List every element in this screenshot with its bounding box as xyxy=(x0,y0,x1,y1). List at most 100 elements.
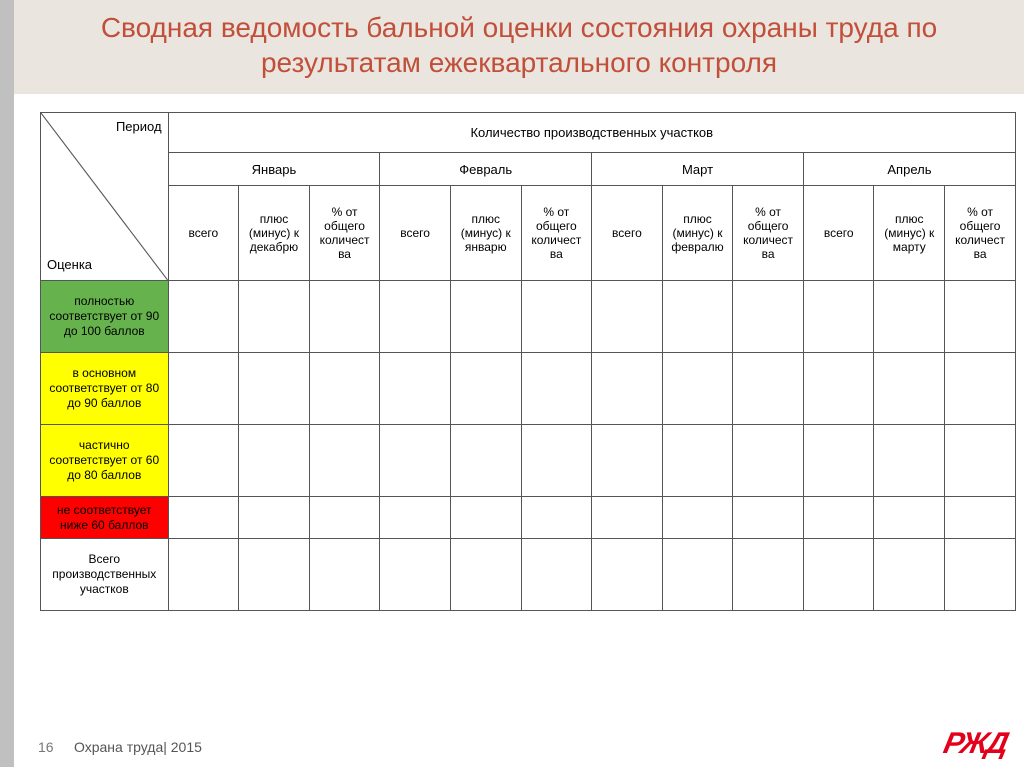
cell-partial-8 xyxy=(733,425,804,497)
cell-full-10 xyxy=(874,281,945,353)
subcol-pct-2: % от общего количест ва xyxy=(733,186,804,281)
row-label-total: Всего производственных участков xyxy=(41,539,169,611)
cell-total-9 xyxy=(803,539,874,611)
cell-total-2 xyxy=(309,539,380,611)
footer: 16 Охрана труда| 2015 РЖД xyxy=(14,727,1024,767)
subcol-total-0: всего xyxy=(168,186,239,281)
cell-mostly-7 xyxy=(662,353,733,425)
super-header: Количество производственных участков xyxy=(168,113,1015,153)
cell-partial-5 xyxy=(521,425,592,497)
cell-total-6 xyxy=(592,539,663,611)
cell-full-2 xyxy=(309,281,380,353)
subcol-pct-3: % от общего количест ва xyxy=(945,186,1016,281)
cell-mostly-0 xyxy=(168,353,239,425)
table-row-full: полностью соответствует от 90 до 100 бал… xyxy=(41,281,1016,353)
cell-partial-9 xyxy=(803,425,874,497)
footer-text: Охрана труда| 2015 xyxy=(74,739,202,755)
cell-mostly-10 xyxy=(874,353,945,425)
cell-mostly-4 xyxy=(450,353,521,425)
cell-noncomp-11 xyxy=(945,497,1016,539)
cell-mostly-1 xyxy=(239,353,310,425)
month-header-1: Февраль xyxy=(380,153,592,186)
cell-partial-6 xyxy=(592,425,663,497)
subcol-total-2: всего xyxy=(592,186,663,281)
table-row-mostly: в основном соответствует от 80 до 90 бал… xyxy=(41,353,1016,425)
subcol-delta-2: плюс (минус) к февралю xyxy=(662,186,733,281)
diag-bottom-label: Оценка xyxy=(47,257,168,272)
cell-noncomp-4 xyxy=(450,497,521,539)
cell-noncomp-1 xyxy=(239,497,310,539)
cell-partial-11 xyxy=(945,425,1016,497)
subcol-pct-0: % от общего количест ва xyxy=(309,186,380,281)
cell-full-4 xyxy=(450,281,521,353)
side-stripe xyxy=(0,0,14,767)
row-label-mostly: в основном соответствует от 80 до 90 бал… xyxy=(41,353,169,425)
cell-partial-0 xyxy=(168,425,239,497)
table-row-partial: частично соответствует от 60 до 80 балло… xyxy=(41,425,1016,497)
cell-full-0 xyxy=(168,281,239,353)
subcol-delta-3: плюс (минус) к марту xyxy=(874,186,945,281)
cell-total-7 xyxy=(662,539,733,611)
row-label-full: полностью соответствует от 90 до 100 бал… xyxy=(41,281,169,353)
cell-noncomp-6 xyxy=(592,497,663,539)
cell-total-11 xyxy=(945,539,1016,611)
cell-total-5 xyxy=(521,539,592,611)
page-title: Сводная ведомость бальной оценки состоян… xyxy=(34,10,1004,80)
summary-table: Период Оценка Количество производственны… xyxy=(40,112,1016,611)
cell-full-7 xyxy=(662,281,733,353)
cell-total-4 xyxy=(450,539,521,611)
cell-full-1 xyxy=(239,281,310,353)
cell-full-3 xyxy=(380,281,451,353)
cell-total-8 xyxy=(733,539,804,611)
table-wrap: Период Оценка Количество производственны… xyxy=(14,94,1024,611)
cell-partial-2 xyxy=(309,425,380,497)
subcol-delta-1: плюс (минус) к январю xyxy=(450,186,521,281)
row-label-noncomp: не соответствует ниже 60 баллов xyxy=(41,497,169,539)
diag-header: Период Оценка xyxy=(41,113,169,281)
cell-total-3 xyxy=(380,539,451,611)
logo-rzd: РЖД xyxy=(940,727,1010,761)
subcol-total-3: всего xyxy=(803,186,874,281)
cell-noncomp-10 xyxy=(874,497,945,539)
cell-total-0 xyxy=(168,539,239,611)
cell-partial-3 xyxy=(380,425,451,497)
cell-noncomp-2 xyxy=(309,497,380,539)
cell-mostly-9 xyxy=(803,353,874,425)
cell-noncomp-5 xyxy=(521,497,592,539)
cell-total-10 xyxy=(874,539,945,611)
cell-mostly-2 xyxy=(309,353,380,425)
subcol-delta-0: плюс (минус) к декабрю xyxy=(239,186,310,281)
cell-noncomp-7 xyxy=(662,497,733,539)
cell-noncomp-8 xyxy=(733,497,804,539)
month-header-3: Апрель xyxy=(803,153,1015,186)
cell-full-8 xyxy=(733,281,804,353)
table-row-total: Всего производственных участков xyxy=(41,539,1016,611)
cell-full-5 xyxy=(521,281,592,353)
diag-top-label: Период xyxy=(41,119,162,134)
subcol-pct-1: % от общего количест ва xyxy=(521,186,592,281)
cell-mostly-8 xyxy=(733,353,804,425)
cell-noncomp-9 xyxy=(803,497,874,539)
cell-full-11 xyxy=(945,281,1016,353)
cell-noncomp-3 xyxy=(380,497,451,539)
cell-noncomp-0 xyxy=(168,497,239,539)
subcol-total-1: всего xyxy=(380,186,451,281)
cell-partial-4 xyxy=(450,425,521,497)
cell-partial-7 xyxy=(662,425,733,497)
row-label-partial: частично соответствует от 60 до 80 балло… xyxy=(41,425,169,497)
cell-full-9 xyxy=(803,281,874,353)
title-bar: Сводная ведомость бальной оценки состоян… xyxy=(14,0,1024,94)
cell-mostly-11 xyxy=(945,353,1016,425)
page-number: 16 xyxy=(14,739,74,755)
slide: Сводная ведомость бальной оценки состоян… xyxy=(14,0,1024,767)
cell-total-1 xyxy=(239,539,310,611)
cell-mostly-5 xyxy=(521,353,592,425)
cell-full-6 xyxy=(592,281,663,353)
cell-partial-10 xyxy=(874,425,945,497)
cell-partial-1 xyxy=(239,425,310,497)
month-header-0: Январь xyxy=(168,153,380,186)
table-row-noncomp: не соответствует ниже 60 баллов xyxy=(41,497,1016,539)
cell-mostly-6 xyxy=(592,353,663,425)
month-header-2: Март xyxy=(592,153,804,186)
cell-mostly-3 xyxy=(380,353,451,425)
